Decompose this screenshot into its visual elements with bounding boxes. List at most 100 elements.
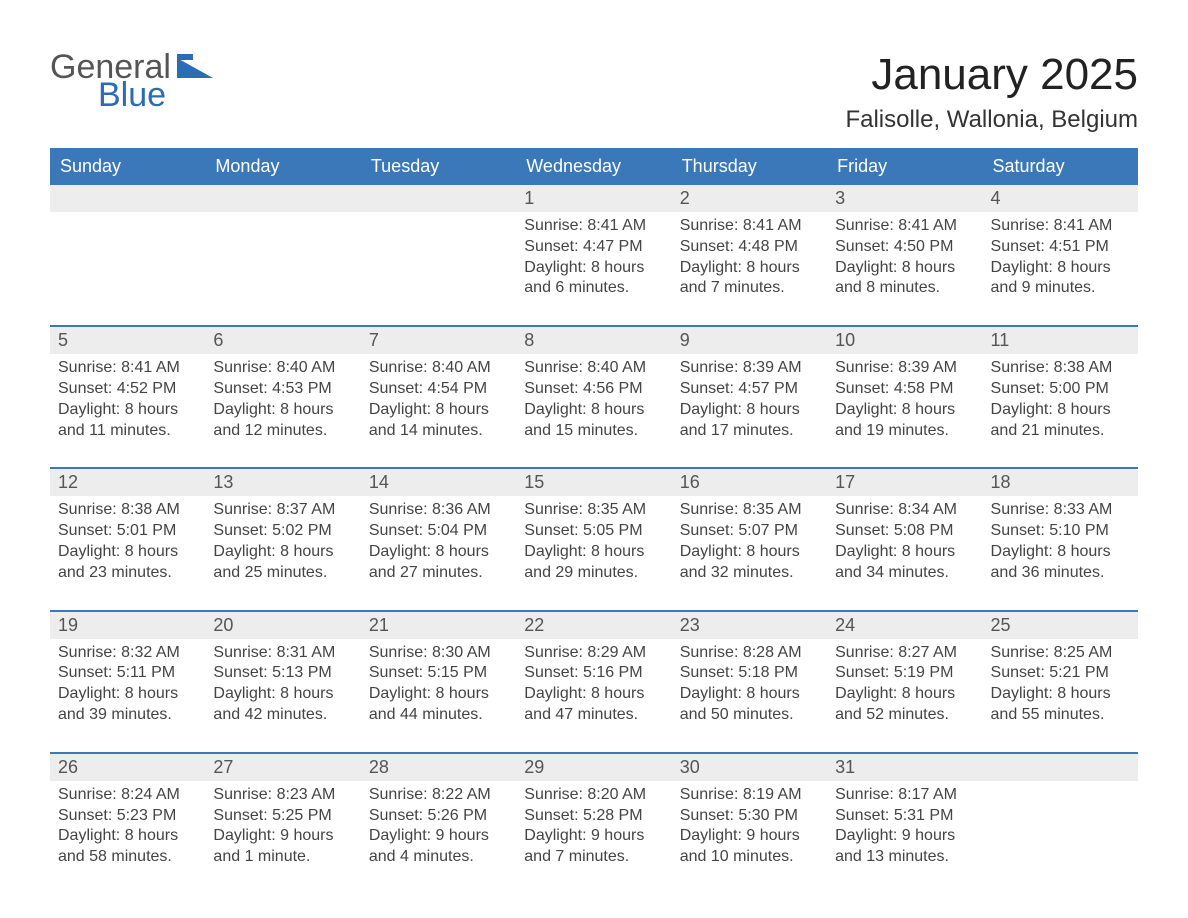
page-header: General Blue January 2025 Falisolle, Wal… <box>50 50 1138 134</box>
sunrise-text: Sunrise: 8:38 AM <box>58 500 197 521</box>
sunrise-text: Sunrise: 8:35 AM <box>680 500 819 521</box>
sunset-text: Sunset: 5:02 PM <box>213 521 352 542</box>
day-info: Sunrise: 8:34 AMSunset: 5:08 PMDaylight:… <box>827 496 982 591</box>
day-number: 2 <box>672 185 827 212</box>
daylight-text: Daylight: 9 hours and 4 minutes. <box>369 826 508 868</box>
logo-flag-icon <box>177 54 213 83</box>
daylight-text: Daylight: 9 hours and 7 minutes. <box>524 826 663 868</box>
sunset-text: Sunset: 5:16 PM <box>524 663 663 684</box>
day-number: 30 <box>672 754 827 781</box>
daylight-text: Daylight: 8 hours and 19 minutes. <box>835 400 974 442</box>
day-info: Sunrise: 8:22 AMSunset: 5:26 PMDaylight:… <box>361 781 516 876</box>
day-number: 19 <box>50 612 205 639</box>
daylight-text: Daylight: 8 hours and 25 minutes. <box>213 542 352 584</box>
day-info: Sunrise: 8:35 AMSunset: 5:07 PMDaylight:… <box>672 496 827 591</box>
day-info: Sunrise: 8:30 AMSunset: 5:15 PMDaylight:… <box>361 639 516 734</box>
day-number: 6 <box>205 327 360 354</box>
day-number: 1 <box>516 185 671 212</box>
day-number: 3 <box>827 185 982 212</box>
sunrise-text: Sunrise: 8:37 AM <box>213 500 352 521</box>
sunset-text: Sunset: 5:18 PM <box>680 663 819 684</box>
sunset-text: Sunset: 4:51 PM <box>991 237 1130 258</box>
sunrise-text: Sunrise: 8:40 AM <box>524 358 663 379</box>
daylight-text: Daylight: 8 hours and 21 minutes. <box>991 400 1130 442</box>
calendar-day: 18 Sunrise: 8:33 AMSunset: 5:10 PMDayligh… <box>983 469 1138 591</box>
daylight-text: Daylight: 8 hours and 6 minutes. <box>524 258 663 300</box>
sunrise-text: Sunrise: 8:25 AM <box>991 643 1130 664</box>
day-number <box>50 185 205 212</box>
calendar-day: 19Sunrise: 8:32 AMSunset: 5:11 PMDayligh… <box>50 612 205 734</box>
sunset-text: Sunset: 5:30 PM <box>680 806 819 827</box>
day-number: 9 <box>672 327 827 354</box>
day-info: Sunrise: 8:19 AMSunset: 5:30 PMDaylight:… <box>672 781 827 876</box>
weekday-header: Monday <box>205 148 360 185</box>
daylight-text: Daylight: 8 hours and 9 minutes. <box>991 258 1130 300</box>
day-number: 20 <box>205 612 360 639</box>
day-number: 14 <box>361 469 516 496</box>
sunrise-text: Sunrise: 8:33 AM <box>991 500 1130 521</box>
calendar: SundayMondayTuesdayWednesdayThursdayFrid… <box>50 148 1138 876</box>
day-number: 11 <box>983 327 1138 354</box>
location-text: Falisolle, Wallonia, Belgium <box>845 106 1138 134</box>
sunrise-text: Sunrise: 8:23 AM <box>213 785 352 806</box>
calendar-body: 1Sunrise: 8:41 AMSunset: 4:47 PMDaylight… <box>50 185 1138 876</box>
daylight-text: Daylight: 8 hours and 15 minutes. <box>524 400 663 442</box>
sunset-text: Sunset: 5:10 PM <box>991 521 1130 542</box>
sunrise-text: Sunrise: 8:30 AM <box>369 643 508 664</box>
sunrise-text: Sunrise: 8:27 AM <box>835 643 974 664</box>
day-number: 28 <box>361 754 516 781</box>
daylight-text: Daylight: 9 hours and 13 minutes. <box>835 826 974 868</box>
day-info: Sunrise: 8:36 AMSunset: 5:04 PMDaylight:… <box>361 496 516 591</box>
sunrise-text: Sunrise: 8:41 AM <box>680 216 819 237</box>
day-number: 4 <box>983 185 1138 212</box>
day-info: Sunrise: 8:41 AMSunset: 4:50 PMDaylight:… <box>827 212 982 307</box>
calendar-day: 30Sunrise: 8:19 AMSunset: 5:30 PMDayligh… <box>672 754 827 876</box>
day-info: Sunrise: 8:41 AMSunset: 4:51 PMDaylight:… <box>983 212 1138 307</box>
daylight-text: Daylight: 9 hours and 1 minute. <box>213 826 352 868</box>
calendar-day: 1Sunrise: 8:41 AMSunset: 4:47 PMDaylight… <box>516 185 671 307</box>
calendar-day: 17Sunrise: 8:34 AMSunset: 5:08 PMDayligh… <box>827 469 982 591</box>
day-info: Sunrise: 8:27 AMSunset: 5:19 PMDaylight:… <box>827 639 982 734</box>
sunset-text: Sunset: 5:15 PM <box>369 663 508 684</box>
brand-logo: General Blue <box>50 50 213 112</box>
daylight-text: Daylight: 8 hours and 52 minutes. <box>835 684 974 726</box>
calendar-day: 28Sunrise: 8:22 AMSunset: 5:26 PMDayligh… <box>361 754 516 876</box>
daylight-text: Daylight: 8 hours and 7 minutes. <box>680 258 819 300</box>
calendar-day: 24Sunrise: 8:27 AMSunset: 5:19 PMDayligh… <box>827 612 982 734</box>
weekday-header: Saturday <box>983 148 1138 185</box>
sunrise-text: Sunrise: 8:24 AM <box>58 785 197 806</box>
calendar-day: 4Sunrise: 8:41 AMSunset: 4:51 PMDaylight… <box>983 185 1138 307</box>
sunset-text: Sunset: 4:57 PM <box>680 379 819 400</box>
daylight-text: Daylight: 9 hours and 10 minutes. <box>680 826 819 868</box>
calendar-day <box>361 185 516 307</box>
day-number: 5 <box>50 327 205 354</box>
day-number: 22 <box>516 612 671 639</box>
sunset-text: Sunset: 5:11 PM <box>58 663 197 684</box>
day-number: 18 <box>983 469 1138 496</box>
sunrise-text: Sunrise: 8:29 AM <box>524 643 663 664</box>
sunset-text: Sunset: 5:25 PM <box>213 806 352 827</box>
daylight-text: Daylight: 8 hours and 29 minutes. <box>524 542 663 584</box>
calendar-week: 26Sunrise: 8:24 AMSunset: 5:23 PMDayligh… <box>50 752 1138 876</box>
sunrise-text: Sunrise: 8:39 AM <box>835 358 974 379</box>
day-number: 29 <box>516 754 671 781</box>
day-info: Sunrise: 8:37 AMSunset: 5:02 PMDaylight:… <box>205 496 360 591</box>
calendar-day: 21Sunrise: 8:30 AMSunset: 5:15 PMDayligh… <box>361 612 516 734</box>
calendar-day: 5Sunrise: 8:41 AMSunset: 4:52 PMDaylight… <box>50 327 205 449</box>
daylight-text: Daylight: 8 hours and 36 minutes. <box>991 542 1130 584</box>
calendar-day: 26Sunrise: 8:24 AMSunset: 5:23 PMDayligh… <box>50 754 205 876</box>
calendar-day: 16Sunrise: 8:35 AMSunset: 5:07 PMDayligh… <box>672 469 827 591</box>
sunset-text: Sunset: 5:04 PM <box>369 521 508 542</box>
sunrise-text: Sunrise: 8:40 AM <box>213 358 352 379</box>
day-number: 24 <box>827 612 982 639</box>
calendar-day: 13Sunrise: 8:37 AMSunset: 5:02 PMDayligh… <box>205 469 360 591</box>
day-number: 27 <box>205 754 360 781</box>
calendar-day: 3Sunrise: 8:41 AMSunset: 4:50 PMDaylight… <box>827 185 982 307</box>
calendar-day: 15Sunrise: 8:35 AMSunset: 5:05 PMDayligh… <box>516 469 671 591</box>
day-number <box>205 185 360 212</box>
sunset-text: Sunset: 4:53 PM <box>213 379 352 400</box>
day-info: Sunrise: 8:40 AMSunset: 4:54 PMDaylight:… <box>361 354 516 449</box>
day-info: Sunrise: 8:41 AMSunset: 4:52 PMDaylight:… <box>50 354 205 449</box>
day-info: Sunrise: 8:23 AMSunset: 5:25 PMDaylight:… <box>205 781 360 876</box>
title-block: January 2025 Falisolle, Wallonia, Belgiu… <box>845 50 1138 134</box>
